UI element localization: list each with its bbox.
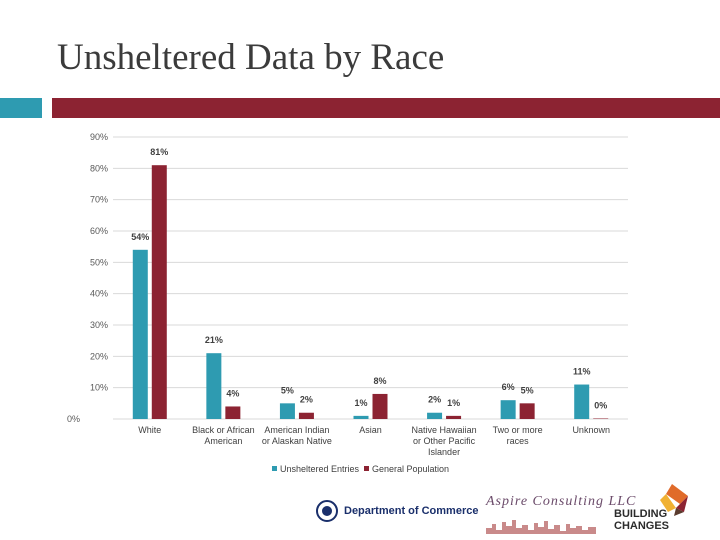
accent-bar-red (52, 98, 720, 118)
commerce-seal-icon (316, 500, 338, 522)
data-label: 2% (300, 395, 313, 405)
data-label: 5% (521, 385, 534, 395)
category-label: or Other Pacific (413, 436, 476, 446)
commerce-logo-text: Department of Commerce (344, 505, 479, 517)
bar-unsheltered (279, 403, 295, 419)
bar-unsheltered (206, 353, 222, 419)
bar-general (446, 415, 462, 419)
building-changes-icon (660, 484, 688, 516)
y-tick-label: 0% (67, 414, 80, 424)
commerce-logo: Department of Commerce (316, 500, 478, 522)
bar-general (372, 393, 388, 419)
category-label: American Indian (264, 425, 329, 435)
bar-general (225, 406, 241, 419)
bar-general (151, 165, 167, 419)
race-bar-chart: 0% 10% 20% 30% 40% 50% 60% 70% 80% 90% 54% 81% White… (67, 132, 628, 474)
data-label: 0% (594, 401, 607, 411)
y-tick-label: 70% (90, 195, 108, 205)
slide-title: Unsheltered Data by Race (57, 37, 445, 78)
category-label: races (507, 436, 530, 446)
accent-bar-teal (0, 98, 42, 118)
y-tick-label: 60% (90, 226, 108, 236)
y-tick-label: 50% (90, 257, 108, 267)
category-label: American (204, 436, 242, 446)
legend-label: General Population (372, 464, 449, 474)
category-label: Asian (359, 425, 382, 435)
bar-unsheltered (353, 415, 369, 419)
legend-swatch (272, 466, 277, 471)
y-tick-label: 20% (90, 351, 108, 361)
y-tick-label: 30% (90, 320, 108, 330)
category-label: Black or African (192, 425, 255, 435)
data-label: 1% (447, 398, 460, 408)
bc-line-1: BUILDING (614, 508, 668, 520)
skyline-icon (486, 520, 596, 534)
data-label: 54% (131, 232, 149, 242)
bar-unsheltered (500, 400, 516, 419)
y-tick-label: 90% (90, 132, 108, 142)
category-label: Two or more (493, 425, 543, 435)
bar-general (593, 418, 609, 419)
category-label: Unknown (572, 425, 610, 435)
category-label: Islander (428, 447, 460, 457)
legend-swatch (364, 466, 369, 471)
data-label: 11% (573, 367, 591, 377)
data-label: 2% (428, 395, 441, 405)
y-tick-label: 40% (90, 289, 108, 299)
aspire-logo: Aspire Consulting LLC (486, 494, 637, 509)
bar-unsheltered (574, 384, 590, 419)
data-label: 81% (150, 147, 168, 157)
data-label: 1% (354, 398, 367, 408)
data-label: 21% (205, 335, 223, 345)
data-label: 8% (373, 376, 386, 386)
bar-general (298, 412, 314, 419)
category-label: White (138, 425, 161, 435)
category-label: or Alaskan Native (262, 436, 332, 446)
legend-label: Unsheltered Entries (280, 464, 360, 474)
category-label: Native Hawaiian (412, 425, 477, 435)
bar-unsheltered (132, 249, 148, 419)
data-label: 6% (502, 382, 515, 392)
bc-line-2: CHANGES (614, 520, 670, 532)
y-tick-label: 80% (90, 163, 108, 173)
building-changes-logo: BUILDING CHANGES (614, 508, 669, 532)
bar-general (519, 403, 535, 419)
data-label: 4% (226, 388, 239, 398)
data-label: 5% (281, 385, 294, 395)
bar-unsheltered (427, 412, 443, 419)
y-tick-label: 10% (90, 383, 108, 393)
